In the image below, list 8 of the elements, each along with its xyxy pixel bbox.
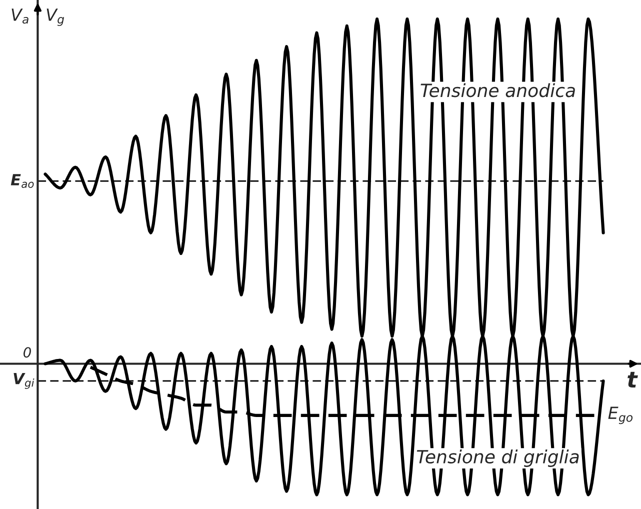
text: V$_{a}$ V$_{g}$ bbox=[12, 8, 64, 26]
series-label: Tensione di griglia bbox=[416, 450, 579, 467]
text: 0 bbox=[24, 347, 31, 358]
series-label: Tensione anodica bbox=[420, 83, 575, 98]
x-axis-title: t bbox=[628, 372, 638, 388]
ref-line-label: E$_{ao}$ bbox=[10, 174, 34, 188]
ref-line-label: V$_{gi}$ bbox=[14, 373, 34, 389]
series-label: E$_{go}$ bbox=[608, 406, 633, 424]
